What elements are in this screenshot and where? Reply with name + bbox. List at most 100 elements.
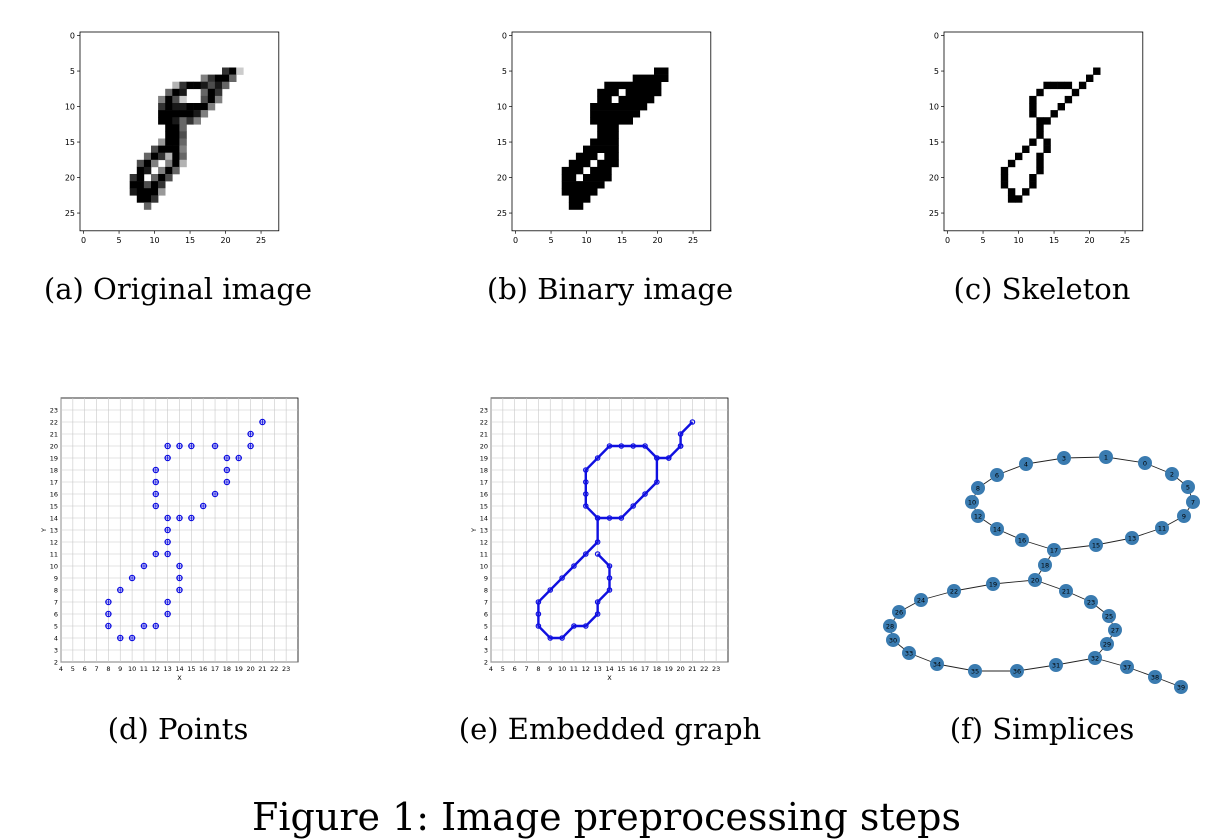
y-tick-label: 20 (480, 443, 488, 451)
pixel (193, 110, 201, 118)
x-tick-label: 15 (1049, 236, 1059, 245)
y-tick-label: 8 (484, 587, 488, 595)
graph-node (1059, 584, 1073, 598)
x-tick-label: 5 (501, 665, 505, 673)
pixel (151, 195, 159, 203)
graph-vertex (582, 491, 589, 497)
y-tick-label: 9 (54, 575, 58, 583)
x-tick-label: 15 (617, 236, 627, 245)
graph-node (1015, 533, 1029, 547)
graph-node-label: 15 (1092, 542, 1100, 550)
y-tick-label: 23 (50, 407, 58, 415)
pixel (158, 166, 166, 175)
x-tick-label: 19 (235, 665, 243, 673)
x-tick-label: 8 (106, 665, 110, 673)
graph-node (990, 468, 1004, 482)
pixel (1086, 74, 1094, 82)
x-tick-label: 21 (258, 665, 266, 673)
pixel-run (583, 145, 619, 153)
x-tick-label: 10 (558, 665, 566, 673)
graph-node-label: 23 (1087, 599, 1095, 607)
graph-node-label: 36 (1013, 668, 1021, 676)
y-tick-label: 7 (484, 599, 488, 607)
graph-vertex (654, 455, 660, 461)
graph-node-label: 8 (976, 485, 980, 493)
pixel (200, 103, 209, 111)
pixel (179, 145, 187, 153)
plot-frame (943, 31, 1144, 232)
graph-vertex (594, 539, 601, 545)
graph-vertex (665, 455, 672, 461)
graph-path-upper (584, 421, 694, 520)
graph-node (1019, 457, 1033, 471)
graph-node-label: 24 (917, 597, 925, 605)
pixel (1036, 88, 1044, 97)
graph-vertex (547, 635, 554, 641)
pixel (136, 166, 145, 175)
y-tick-label: 4 (54, 635, 58, 643)
pixel (1029, 174, 1037, 182)
graph-node (986, 577, 1000, 591)
x-tick-label: 22 (700, 665, 708, 673)
pixel (1043, 138, 1051, 146)
y-tick-label: 8 (54, 587, 58, 595)
pixel (193, 103, 201, 111)
graph-node (902, 646, 916, 660)
pixel (165, 124, 173, 132)
graph-node-label: 28 (886, 623, 894, 631)
x-tick-label: 4 (59, 665, 63, 673)
y-tick-label: 20 (50, 443, 58, 451)
pixel (179, 81, 187, 90)
pixel (1000, 174, 1009, 182)
graph-vertex (677, 443, 684, 449)
pixel (179, 88, 187, 97)
x-tick-label: 20 (246, 665, 254, 673)
graph-node (965, 495, 979, 509)
graph-vertex (594, 599, 601, 605)
pixel (179, 117, 187, 125)
graph-node-label: 10 (968, 499, 976, 507)
graph-node-label: 2 (1170, 471, 1174, 479)
x-tick-label: 10 (128, 665, 136, 673)
x-tick-label: 0 (81, 236, 86, 245)
graph-node-label: 13 (1128, 535, 1136, 543)
pixel (172, 110, 180, 118)
graph-node (1177, 509, 1191, 523)
pixel (136, 181, 145, 189)
x-tick-label: 12 (152, 665, 160, 673)
graph-node (971, 509, 985, 523)
graph-node-label: 11 (1158, 525, 1166, 533)
pixel (1015, 152, 1023, 161)
pixel (200, 95, 209, 104)
pixel (165, 110, 173, 118)
graph-vertex (654, 479, 660, 485)
pixel (1036, 159, 1044, 168)
x-tick-label: 9 (118, 665, 122, 673)
x-tick-label: 20 (652, 236, 662, 245)
y-tick-label: 25 (497, 209, 507, 218)
y-axis-label: Y (40, 528, 48, 533)
graph-node-label: 29 (1103, 641, 1111, 649)
y-tick-label: 3 (54, 647, 58, 655)
x-tick-label: 0 (945, 236, 950, 245)
x-tick-label: 16 (629, 665, 637, 673)
panel-e-embedded-graph: 4 5 6 7 8 9 10 11 12 13 14 15 16 17 18 19 20 21 22 23234567… (470, 397, 729, 682)
x-tick-label: 11 (140, 665, 148, 673)
pixel (151, 145, 159, 153)
graph-node-label: 20 (1031, 577, 1039, 585)
graph-node-label: 22 (950, 588, 958, 596)
graph-vertex (594, 515, 601, 521)
y-tick-label: 2 (54, 659, 58, 667)
graph-vertex (582, 479, 589, 485)
x-tick-label: 25 (256, 236, 266, 245)
graph-node (1089, 538, 1103, 552)
pixel-run (561, 188, 598, 196)
graph-node (971, 481, 985, 495)
pixel (1064, 81, 1073, 90)
pixel-run (597, 159, 619, 168)
y-tick-label: 15 (497, 138, 507, 147)
y-tick-label: 4 (484, 635, 488, 643)
pixel (165, 138, 173, 146)
panel-a-original-image: 0 0 5 5 10 10 15 15 20 20 25 25 (65, 32, 280, 245)
graph-node (1100, 637, 1114, 651)
